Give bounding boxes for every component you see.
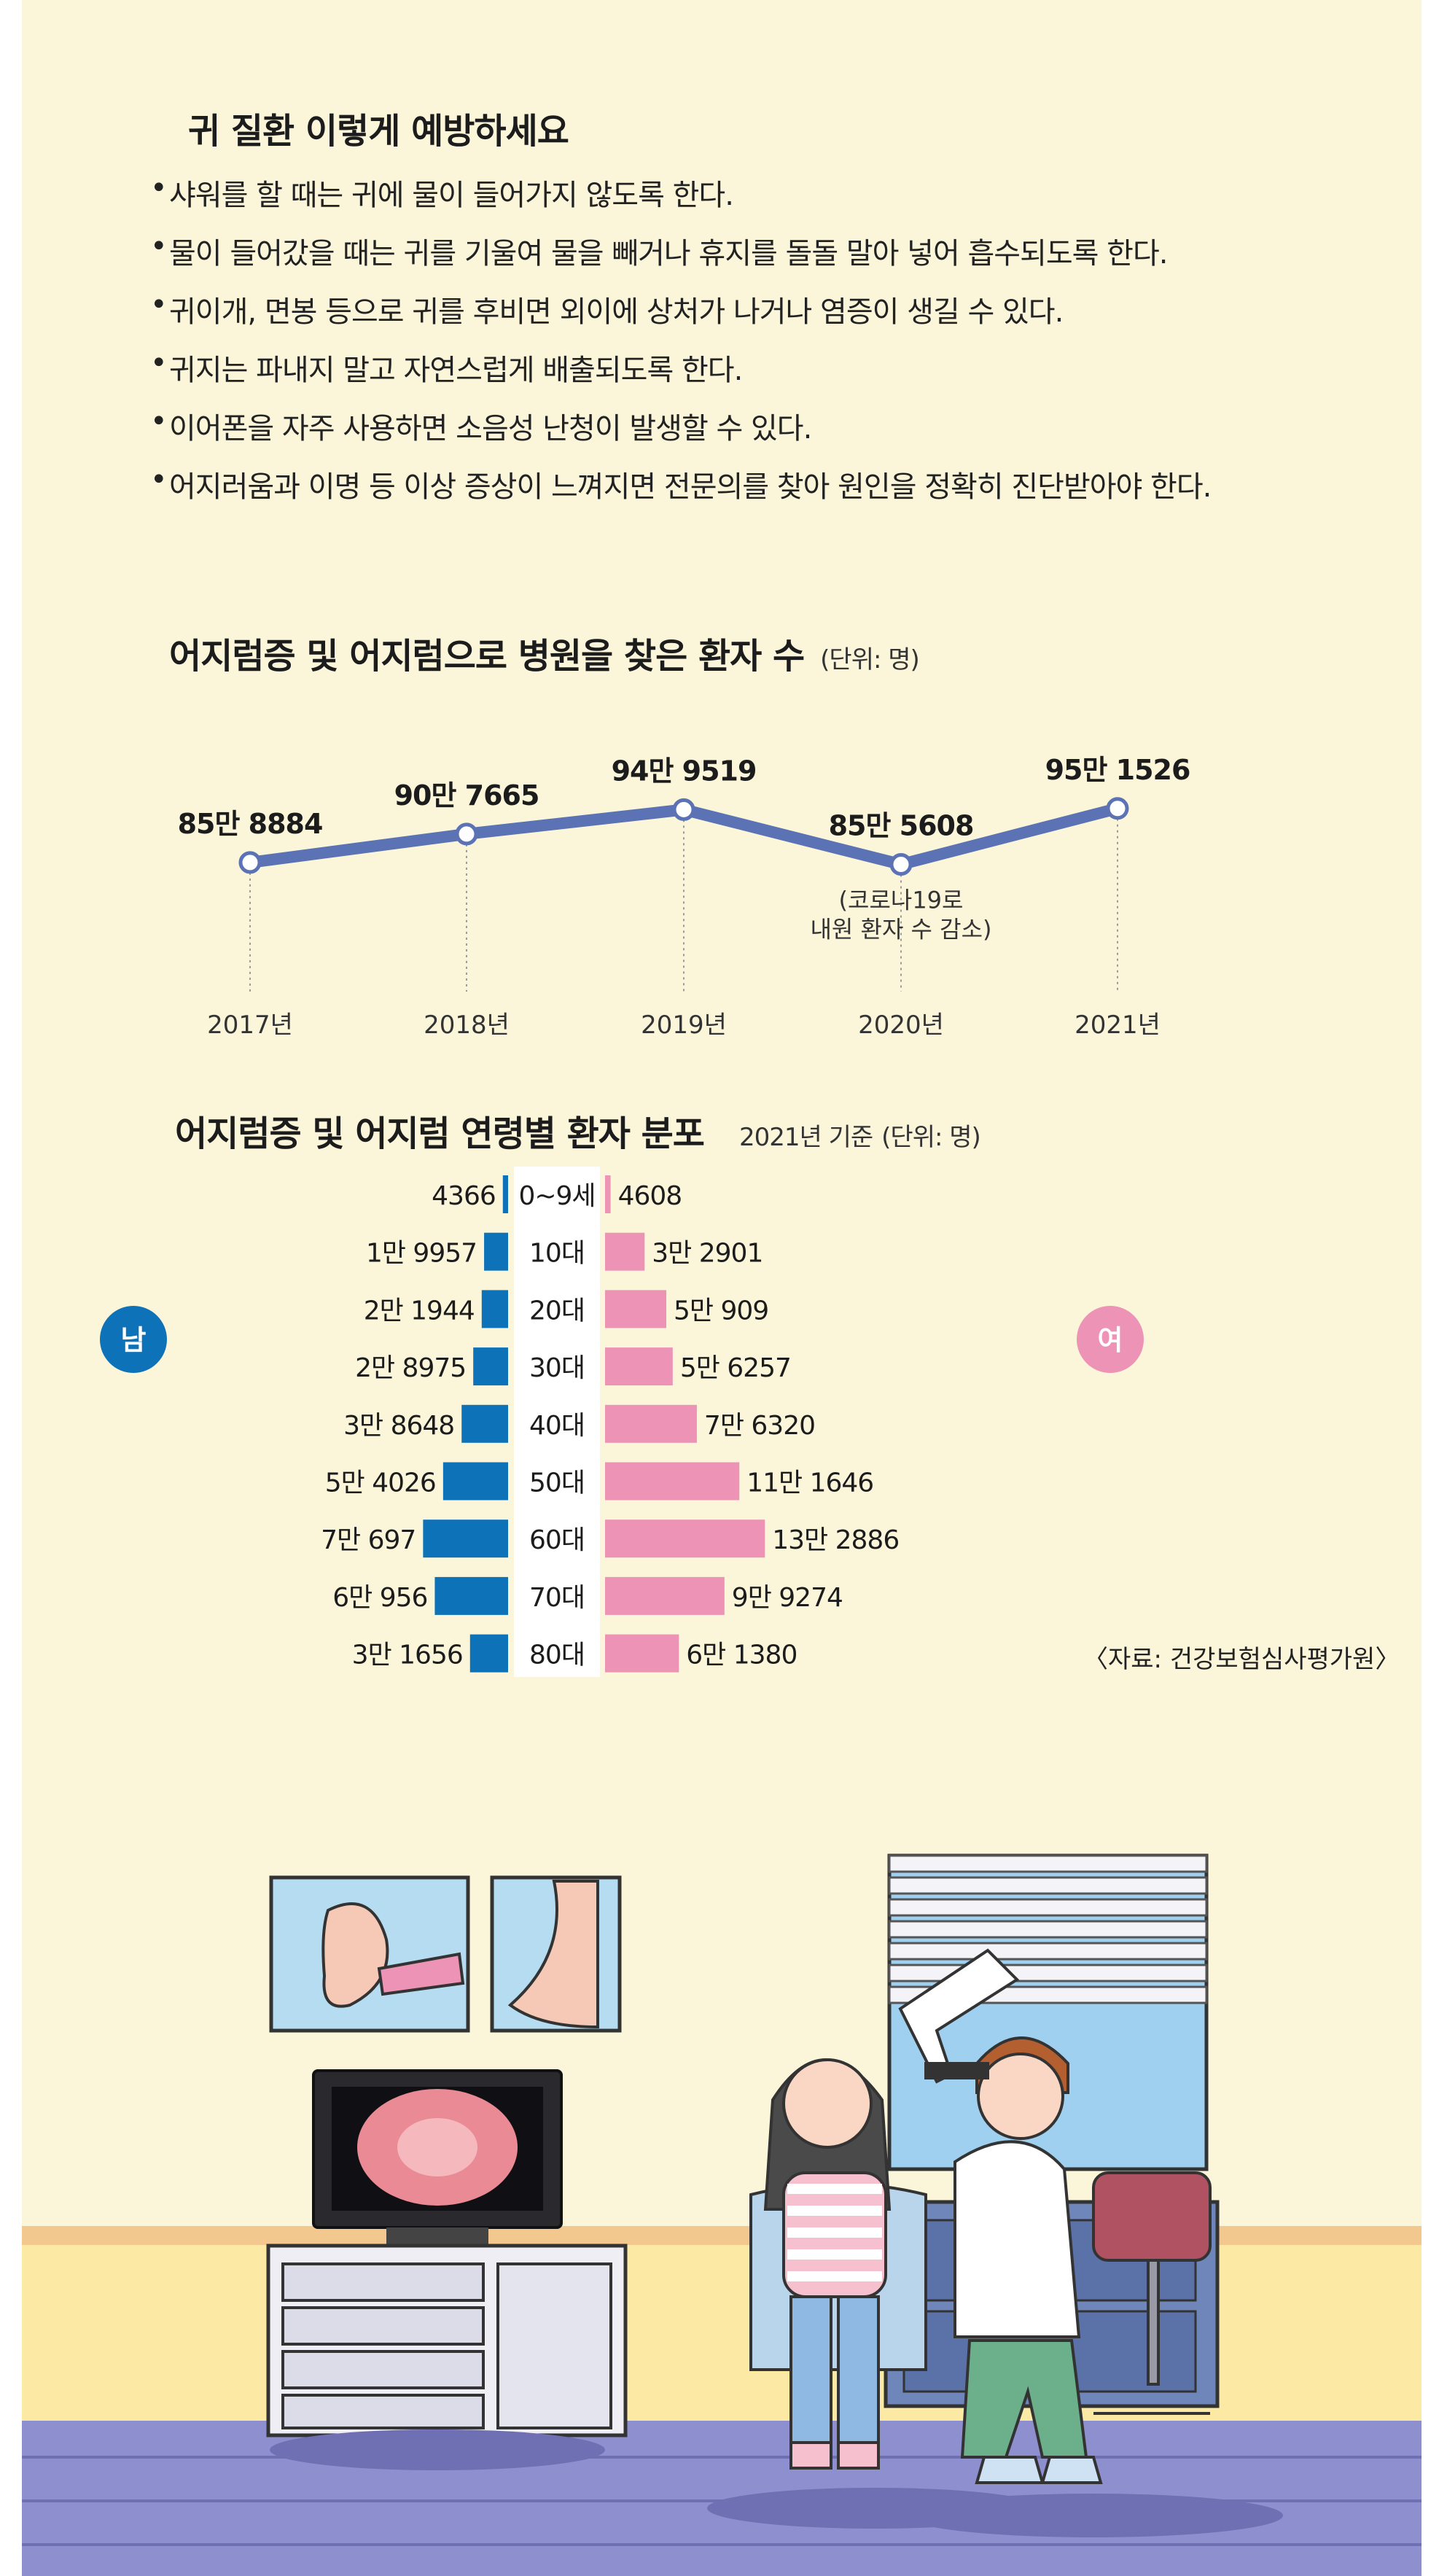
male-value-label: 3만 1656	[352, 1641, 463, 1670]
male-badge-label: 남	[121, 1324, 147, 1356]
covid-annotation: (코로나19로 내원 환자 수 감소)	[810, 887, 991, 943]
tip-5: 이어폰을 자주 사용하면 소음성 난청이 발생할 수 있다.	[150, 405, 812, 447]
bar-female-50대	[605, 1462, 740, 1501]
floor	[22, 2421, 1422, 2576]
age-label: 0~9세	[518, 1181, 595, 1211]
bar-female-80대	[605, 1634, 679, 1673]
doctor	[898, 1948, 1103, 2484]
bar-male-0~9세	[502, 1175, 508, 1213]
age-label: 40대	[529, 1411, 585, 1441]
male-badge	[100, 1306, 167, 1373]
bar-male-30대	[473, 1347, 508, 1386]
tip-6: 어지러움과 이명 등 이상 증상이 느껴지면 전문의를 찾아 원인을 정확히 진…	[150, 463, 1212, 505]
tip-1: 샤워를 할 때는 귀에 물이 들어가지 않도록 한다.	[150, 171, 734, 214]
male-value-label: 2만 8975	[355, 1353, 466, 1383]
bar-female-60대	[605, 1519, 765, 1558]
male-value-label: 7만 697	[321, 1525, 416, 1555]
age-label: 30대	[529, 1353, 585, 1383]
female-value-label: 4608	[618, 1181, 682, 1211]
female-value-label: 11만 1646	[746, 1468, 873, 1498]
female-value-label: 7만 6320	[704, 1411, 815, 1441]
bar-male-20대	[481, 1290, 508, 1328]
bar-male-60대	[423, 1519, 508, 1558]
female-value-label: 6만 1380	[686, 1641, 797, 1670]
bar-chart-unit: (단위: 명)	[881, 1123, 981, 1152]
bar-female-20대	[605, 1290, 666, 1328]
prevention-title: 귀 질환 이렇게 예방하세요	[188, 111, 569, 152]
bar-female-70대	[605, 1576, 725, 1615]
x-tick-label: 2020년	[858, 1011, 944, 1040]
tip-4: 귀지는 파내지 말고 자연스럽게 배출되도록 한다.	[150, 346, 743, 389]
age-label: 10대	[529, 1239, 585, 1269]
x-tick-label: 2018년	[424, 1011, 510, 1040]
bar-female-0~9세	[605, 1175, 611, 1213]
age-label: 70대	[529, 1583, 585, 1613]
age-label: 60대	[529, 1525, 585, 1555]
line-chart-title: 어지럼증 및 어지럼으로 병원을 찾은 환자 수 (단위: 명)	[169, 627, 920, 678]
male-value-label: 4366	[432, 1181, 496, 1211]
line-value-label: 94만 9519	[612, 755, 757, 787]
female-value-label: 5만 6257	[680, 1353, 791, 1383]
patient	[749, 2058, 927, 2470]
line-chart-unit: (단위: 명)	[820, 645, 920, 674]
female-value-label: 5만 909	[674, 1296, 768, 1326]
bar-female-40대	[605, 1404, 697, 1443]
male-value-label: 5만 4026	[325, 1468, 436, 1498]
female-badge	[1077, 1306, 1144, 1373]
line-value-label: 85만 5608	[829, 810, 974, 842]
tip-3: 귀이개, 면봉 등으로 귀를 후비면 외이에 상처가 나거나 염증이 생길 수 …	[150, 288, 1064, 330]
x-tick-label: 2021년	[1075, 1011, 1161, 1040]
line-chart: 85만 8884 2017년 90만 7665 2018년 94만 9519 2019년 8…	[178, 754, 1191, 1040]
male-value-label: 2만 1944	[364, 1296, 475, 1326]
bar-chart-basis: 2021년 기준	[738, 1123, 873, 1152]
tip-2: 물이 들어갔을 때는 귀를 기울여 물을 빼거나 휴지를 돌돌 말아 넣어 흡수…	[150, 230, 1168, 272]
x-tick-label: 2019년	[641, 1011, 727, 1040]
female-value-label: 3만 2901	[652, 1239, 763, 1269]
stool	[1092, 2171, 1212, 2415]
line-point-2020년	[889, 853, 913, 876]
x-tick-label: 2017년	[207, 1011, 293, 1040]
covid-annotation-line: 내원 환자 수 감소)	[810, 916, 991, 943]
line-point-2018년	[455, 822, 478, 846]
age-label: 80대	[529, 1641, 585, 1670]
clinic-illustration	[22, 1853, 1422, 2576]
female-badge-label: 여	[1098, 1324, 1123, 1356]
bar-male-70대	[434, 1576, 508, 1615]
bar-male-40대	[461, 1404, 508, 1443]
otoscope	[898, 1948, 1020, 2084]
line-value-label: 95만 1526	[1045, 754, 1190, 786]
ear-icon	[321, 1902, 389, 2008]
male-value-label: 1만 9957	[366, 1239, 477, 1269]
line-point-2017년	[238, 851, 262, 874]
bar-female-10대	[605, 1232, 645, 1271]
bar-female-30대	[605, 1347, 673, 1386]
bar-male-50대	[442, 1462, 508, 1501]
line-point-2021년	[1106, 797, 1129, 820]
female-value-label: 9만 9274	[732, 1583, 843, 1613]
bar-male-80대	[469, 1634, 508, 1673]
line-chart-title-text: 어지럼증 및 어지럼으로 병원을 찾은 환자 수	[169, 636, 805, 677]
female-value-label: 13만 2886	[772, 1525, 899, 1555]
line-value-label: 85만 8884	[178, 808, 323, 840]
nose-icon	[507, 1880, 599, 2029]
line-point-2019년	[672, 798, 695, 821]
bar-chart-title-text: 어지럼증 및 어지럼 연령별 환자 분포	[175, 1113, 705, 1154]
covid-annotation-line: (코로나19로	[839, 887, 964, 914]
bar-chart: 0~9세 4366 4608 10대 1만 9957 3만 2901 20대 2만 1944 5…	[100, 1167, 1144, 1677]
axis-band	[514, 1167, 600, 1677]
bar-male-10대	[484, 1232, 508, 1271]
blinds	[888, 1854, 1208, 2004]
bar-chart-title: 어지럼증 및 어지럼 연령별 환자 분포 2021년 기준 (단위: 명)	[175, 1105, 981, 1156]
age-label: 20대	[529, 1296, 585, 1326]
line-value-label: 90만 7665	[394, 779, 539, 812]
source-text: 〈자료: 건강보험심사평가원〉	[1083, 1645, 1400, 1674]
male-value-label: 3만 8648	[343, 1411, 454, 1441]
male-value-label: 6만 956	[332, 1583, 427, 1613]
age-label: 50대	[529, 1468, 585, 1498]
